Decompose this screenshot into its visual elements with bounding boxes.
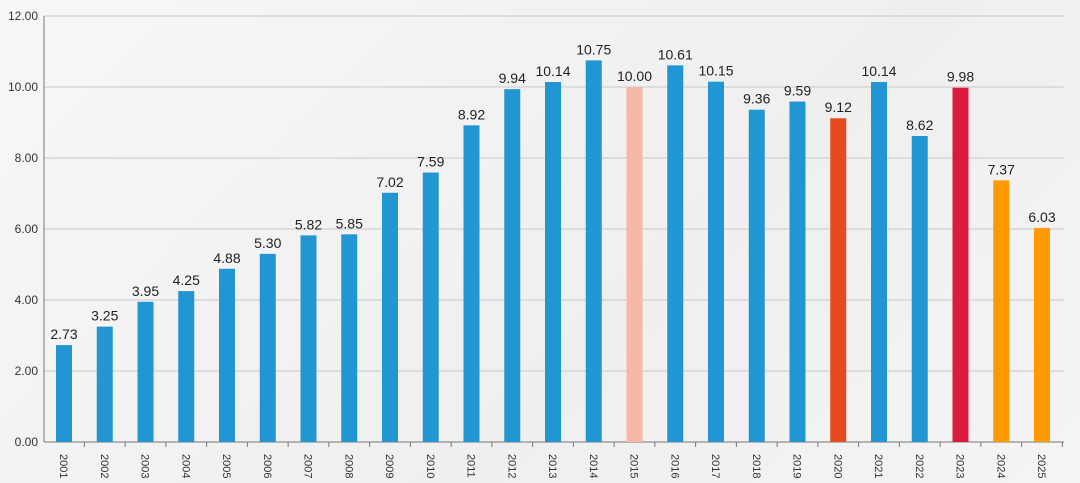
- data-label-2008: 5.85: [336, 215, 363, 231]
- x-tick-label: 2020: [831, 454, 843, 478]
- bar-2018: [748, 109, 765, 442]
- bar-2009: [382, 192, 398, 442]
- bar-2004: [178, 291, 195, 442]
- data-label-2001: 2.73: [50, 326, 77, 342]
- x-tick-label: 2021: [872, 454, 884, 478]
- x-tick-label: 2025: [1035, 454, 1047, 478]
- y-tick-label: 10.00: [8, 80, 38, 94]
- bar-2025: [1034, 227, 1050, 442]
- y-tick-label: 2.00: [15, 364, 39, 378]
- bar-2011: [463, 125, 480, 442]
- x-tick-label: 2018: [750, 454, 762, 478]
- bar-2016: [667, 65, 684, 442]
- x-tick-label: 2013: [546, 454, 558, 478]
- data-label-2019: 9.59: [784, 83, 811, 99]
- data-label-2005: 4.88: [213, 250, 240, 266]
- x-tick-label: 2016: [668, 454, 680, 478]
- x-tick-label: 2023: [954, 454, 966, 478]
- bar-2010: [422, 172, 439, 442]
- y-tick-label: 12.00: [8, 9, 38, 23]
- data-label-2022: 8.62: [906, 117, 933, 133]
- bar-2023: [952, 87, 969, 443]
- data-label-2014: 10.75: [576, 41, 611, 57]
- data-label-2007: 5.82: [295, 216, 322, 232]
- bar-2002: [96, 326, 113, 442]
- x-tick-label: 2007: [302, 454, 314, 478]
- data-label-2002: 3.25: [91, 308, 118, 324]
- y-tick-label: 8.00: [15, 151, 39, 165]
- x-tick-label: 2017: [709, 454, 721, 478]
- x-tick-label: 2010: [424, 454, 436, 478]
- bar-2001: [56, 345, 72, 442]
- data-label-2006: 5.30: [254, 235, 281, 251]
- bar-2013: [545, 82, 561, 442]
- y-tick-label: 6.00: [15, 222, 39, 236]
- x-tick-label: 2015: [628, 454, 640, 478]
- data-label-2015: 10.00: [617, 68, 652, 84]
- x-tick-label: 2006: [261, 454, 273, 478]
- y-tick-label: 4.00: [15, 293, 39, 307]
- data-label-2004: 4.25: [173, 272, 200, 288]
- data-label-2025: 6.03: [1028, 209, 1055, 225]
- x-tick-label: 2011: [465, 454, 477, 478]
- x-tick-label: 2004: [179, 454, 191, 478]
- x-tick-label: 2002: [98, 454, 110, 478]
- data-label-2021: 10.14: [861, 63, 896, 79]
- y-tick-label: 0.00: [15, 435, 39, 449]
- x-tick-label: 2022: [913, 454, 925, 478]
- bar-2017: [708, 81, 724, 443]
- data-label-2016: 10.61: [658, 46, 693, 62]
- data-label-2024: 7.37: [988, 161, 1015, 177]
- x-tick-label: 2008: [342, 454, 354, 478]
- bar-2022: [911, 135, 928, 443]
- data-label-2018: 9.36: [743, 91, 770, 107]
- x-tick-label: 2005: [220, 454, 232, 478]
- bar-2005: [219, 268, 235, 442]
- bar-2012: [504, 89, 521, 442]
- data-label-2013: 10.14: [535, 63, 570, 79]
- x-tick-label: 2001: [57, 454, 69, 478]
- bar-2006: [259, 253, 276, 442]
- x-tick-label: 2009: [383, 454, 395, 478]
- data-label-2011: 8.92: [458, 106, 485, 122]
- data-label-2023: 9.98: [947, 69, 974, 85]
- x-tick-label: 2003: [139, 454, 151, 478]
- bar-2020: [830, 118, 847, 443]
- data-label-2010: 7.59: [417, 154, 444, 170]
- x-tick-label: 2014: [587, 454, 599, 478]
- bar-2019: [789, 101, 806, 443]
- data-label-2012: 9.94: [499, 70, 526, 86]
- bar-2007: [300, 235, 317, 442]
- x-tick-label: 2024: [994, 454, 1006, 478]
- data-label-2017: 10.15: [698, 63, 733, 79]
- x-tick-label: 2012: [505, 454, 517, 478]
- data-label-2003: 3.95: [132, 283, 159, 299]
- x-tick-label: 2019: [791, 454, 803, 478]
- bar-2015: [626, 87, 643, 442]
- bar-2008: [341, 234, 358, 442]
- bar-2014: [585, 60, 602, 442]
- bar-2024: [993, 180, 1010, 443]
- bar-2021: [871, 82, 887, 442]
- bar-2003: [137, 301, 154, 442]
- data-label-2020: 9.12: [825, 99, 852, 115]
- data-label-2009: 7.02: [376, 174, 403, 190]
